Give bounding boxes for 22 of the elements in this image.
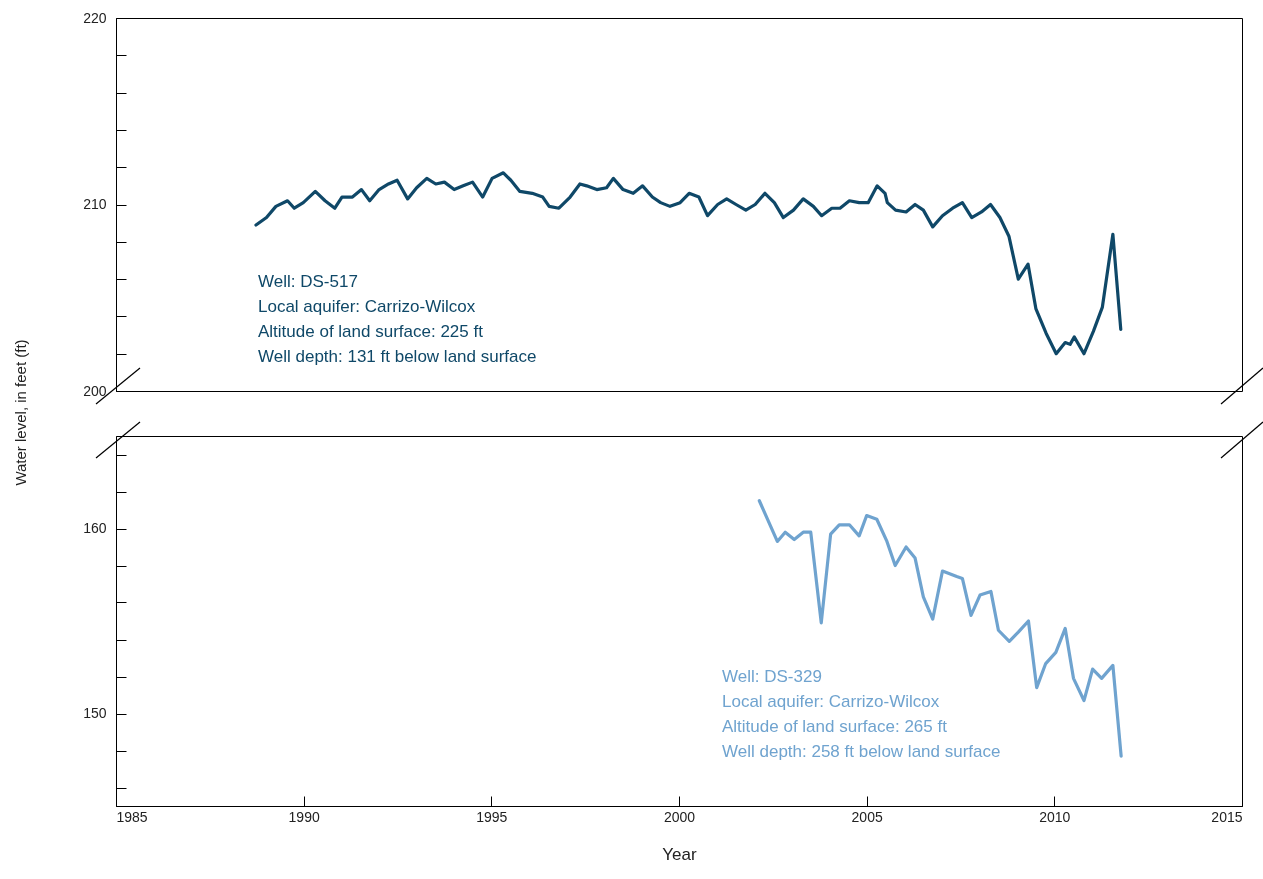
y-tick-label: 150: [83, 705, 107, 721]
annotation: Well: DS-329: [722, 667, 822, 686]
y-tick-label: 210: [83, 196, 107, 212]
annotation: Well depth: 258 ft below land surface: [722, 742, 1001, 761]
x-tick-label: 1995: [476, 808, 508, 825]
y-tick-label: 220: [83, 9, 107, 26]
x-tick-label: 2000: [663, 808, 696, 825]
annotation: Local aquifer: Carrizo-Wilcox: [258, 297, 476, 316]
annotation: Local aquifer: Carrizo-Wilcox: [722, 692, 940, 711]
y-tick-label: 200: [83, 382, 107, 399]
x-tick-label: 1985: [116, 808, 148, 825]
x-axis-title: Year: [662, 844, 698, 864]
x-tick-label: 2015: [1211, 808, 1243, 825]
y-tick-label: 160: [83, 520, 107, 536]
y-axis-title: Water level, in feet (ft): [11, 339, 29, 486]
x-tick-label: 2005: [851, 808, 883, 825]
x-tick-label: 2010: [1039, 808, 1071, 825]
annotation: Altitude of land surface: 225 ft: [258, 322, 484, 341]
annotation: Altitude of land surface: 265 ft: [722, 717, 948, 736]
x-tick-label: 1990: [288, 808, 320, 825]
annotation: Well depth: 131 ft below land surface: [258, 347, 537, 366]
annotation: Well: DS-517: [258, 272, 358, 291]
